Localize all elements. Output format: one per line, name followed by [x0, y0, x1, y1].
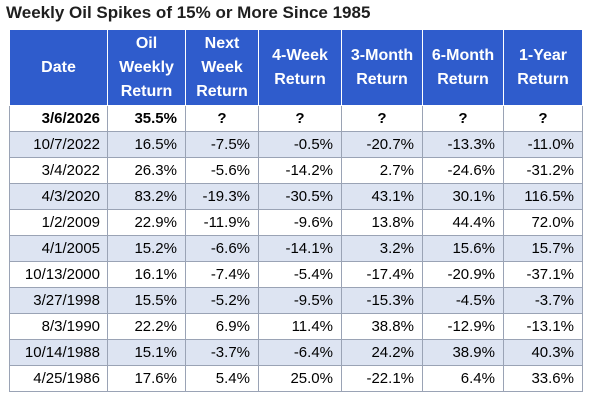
cell-1-year-return: -13.1%	[503, 313, 583, 340]
cell-4-week-return: ?	[258, 105, 342, 132]
cell-3-month-return: 24.2%	[341, 339, 423, 366]
table-row: 4/3/2020 83.2% -19.3% -30.5% 43.1% 30.1% 116.5…	[9, 183, 583, 210]
cell-4-week-return: 25.0%	[258, 365, 342, 392]
cell-next-week-return: -5.6%	[185, 157, 259, 184]
table-row: 10/13/2000 16.1% -7.4% -5.4% -17.4% -20.9% -37…	[9, 261, 583, 288]
cell-next-week-return: ?	[185, 105, 259, 132]
cell-6-month-return: ?	[422, 105, 504, 132]
cell-next-week-return: -6.6%	[185, 235, 259, 262]
cell-next-week-return: -7.5%	[185, 131, 259, 158]
cell-6-month-return: -4.5%	[422, 287, 504, 314]
cell-date: 10/7/2022	[9, 131, 108, 158]
cell-date: 8/3/1990	[9, 313, 108, 340]
header-next-week-return: Next Week Return	[185, 29, 259, 106]
cell-6-month-return: -13.3%	[422, 131, 504, 158]
table-row: 4/1/2005 15.2% -6.6% -14.1% 3.2% 15.6% 15.7%	[9, 235, 583, 262]
cell-1-year-return: 33.6%	[503, 365, 583, 392]
cell-3-month-return: -22.1%	[341, 365, 423, 392]
cell-4-week-return: -14.2%	[258, 157, 342, 184]
header-1-year-return: 1-Year Return	[503, 29, 583, 106]
cell-oil-weekly-return: 16.5%	[107, 131, 186, 158]
table-row: 4/25/1986 17.6% 5.4% 25.0% -22.1% 6.4% 33.6%	[9, 365, 583, 392]
cell-date: 3/27/1998	[9, 287, 108, 314]
cell-1-year-return: -31.2%	[503, 157, 583, 184]
cell-date: 4/3/2020	[9, 183, 108, 210]
cell-6-month-return: 44.4%	[422, 209, 504, 236]
cell-oil-weekly-return: 22.2%	[107, 313, 186, 340]
table-row: 10/7/2022 16.5% -7.5% -0.5% -20.7% -13.3% -11.…	[9, 131, 583, 158]
cell-3-month-return: 3.2%	[341, 235, 423, 262]
cell-3-month-return: -20.7%	[341, 131, 423, 158]
cell-6-month-return: -12.9%	[422, 313, 504, 340]
cell-3-month-return: 43.1%	[341, 183, 423, 210]
cell-date: 4/25/1986	[9, 365, 108, 392]
cell-4-week-return: -9.5%	[258, 287, 342, 314]
header-4-week-return: 4-Week Return	[258, 29, 342, 106]
cell-3-month-return: 13.8%	[341, 209, 423, 236]
cell-next-week-return: -11.9%	[185, 209, 259, 236]
table-title: Weekly Oil Spikes of 15% or More Since 1…	[6, 3, 371, 22]
cell-next-week-return: -3.7%	[185, 339, 259, 366]
cell-6-month-return: 15.6%	[422, 235, 504, 262]
cell-date: 10/13/2000	[9, 261, 108, 288]
cell-oil-weekly-return: 17.6%	[107, 365, 186, 392]
header-oil-weekly-return: Oil Weekly Return	[107, 29, 186, 106]
cell-4-week-return: -6.4%	[258, 339, 342, 366]
oil-spikes-table: Date Oil Weekly Return Next Week Return …	[9, 29, 583, 392]
header-6-month-return: 6-Month Return	[422, 29, 504, 106]
cell-next-week-return: -7.4%	[185, 261, 259, 288]
cell-1-year-return: -37.1%	[503, 261, 583, 288]
cell-6-month-return: 38.9%	[422, 339, 504, 366]
cell-oil-weekly-return: 26.3%	[107, 157, 186, 184]
cell-3-month-return: 2.7%	[341, 157, 423, 184]
table-row: 8/3/1990 22.2% 6.9% 11.4% 38.8% -12.9% -13.1%	[9, 313, 583, 340]
cell-date: 1/2/2009	[9, 209, 108, 236]
cell-3-month-return: -17.4%	[341, 261, 423, 288]
cell-next-week-return: 6.9%	[185, 313, 259, 340]
cell-3-month-return: -15.3%	[341, 287, 423, 314]
cell-oil-weekly-return: 15.5%	[107, 287, 186, 314]
cell-oil-weekly-return: 83.2%	[107, 183, 186, 210]
cell-1-year-return: 72.0%	[503, 209, 583, 236]
cell-6-month-return: 30.1%	[422, 183, 504, 210]
cell-6-month-return: -20.9%	[422, 261, 504, 288]
cell-date: 10/14/1988	[9, 339, 108, 366]
cell-6-month-return: 6.4%	[422, 365, 504, 392]
cell-3-month-return: 38.8%	[341, 313, 423, 340]
cell-1-year-return: 15.7%	[503, 235, 583, 262]
cell-date: 3/4/2022	[9, 157, 108, 184]
cell-oil-weekly-return: 16.1%	[107, 261, 186, 288]
cell-1-year-return: 116.5%	[503, 183, 583, 210]
cell-oil-weekly-return: 15.1%	[107, 339, 186, 366]
cell-oil-weekly-return: 35.5%	[107, 105, 186, 132]
cell-4-week-return: 11.4%	[258, 313, 342, 340]
cell-oil-weekly-return: 15.2%	[107, 235, 186, 262]
cell-date: 3/6/2026	[9, 105, 108, 132]
cell-next-week-return: -19.3%	[185, 183, 259, 210]
table-row: 3/4/2022 26.3% -5.6% -14.2% 2.7% -24.6% -31.2%	[9, 157, 583, 184]
cell-1-year-return: ?	[503, 105, 583, 132]
cell-4-week-return: -30.5%	[258, 183, 342, 210]
header-date: Date	[9, 29, 108, 106]
cell-date: 4/1/2005	[9, 235, 108, 262]
cell-1-year-return: 40.3%	[503, 339, 583, 366]
cell-4-week-return: -0.5%	[258, 131, 342, 158]
cell-4-week-return: -9.6%	[258, 209, 342, 236]
cell-oil-weekly-return: 22.9%	[107, 209, 186, 236]
table-row: 10/14/1988 15.1% -3.7% -6.4% 24.2% 38.9% 40.3%	[9, 339, 583, 366]
cell-4-week-return: -5.4%	[258, 261, 342, 288]
cell-next-week-return: -5.2%	[185, 287, 259, 314]
cell-4-week-return: -14.1%	[258, 235, 342, 262]
cell-1-year-return: -11.0%	[503, 131, 583, 158]
header-3-month-return: 3-Month Return	[341, 29, 423, 106]
table-row: 3/27/1998 15.5% -5.2% -9.5% -15.3% -4.5% -3.7%	[9, 287, 583, 314]
cell-6-month-return: -24.6%	[422, 157, 504, 184]
table-row: 1/2/2009 22.9% -11.9% -9.6% 13.8% 44.4% 72.0%	[9, 209, 583, 236]
highlight-row: 3/6/2026 35.5% ? ? ? ? ?	[9, 105, 583, 132]
cell-next-week-return: 5.4%	[185, 365, 259, 392]
cell-1-year-return: -3.7%	[503, 287, 583, 314]
header-row: Date Oil Weekly Return Next Week Return …	[9, 29, 583, 106]
cell-3-month-return: ?	[341, 105, 423, 132]
